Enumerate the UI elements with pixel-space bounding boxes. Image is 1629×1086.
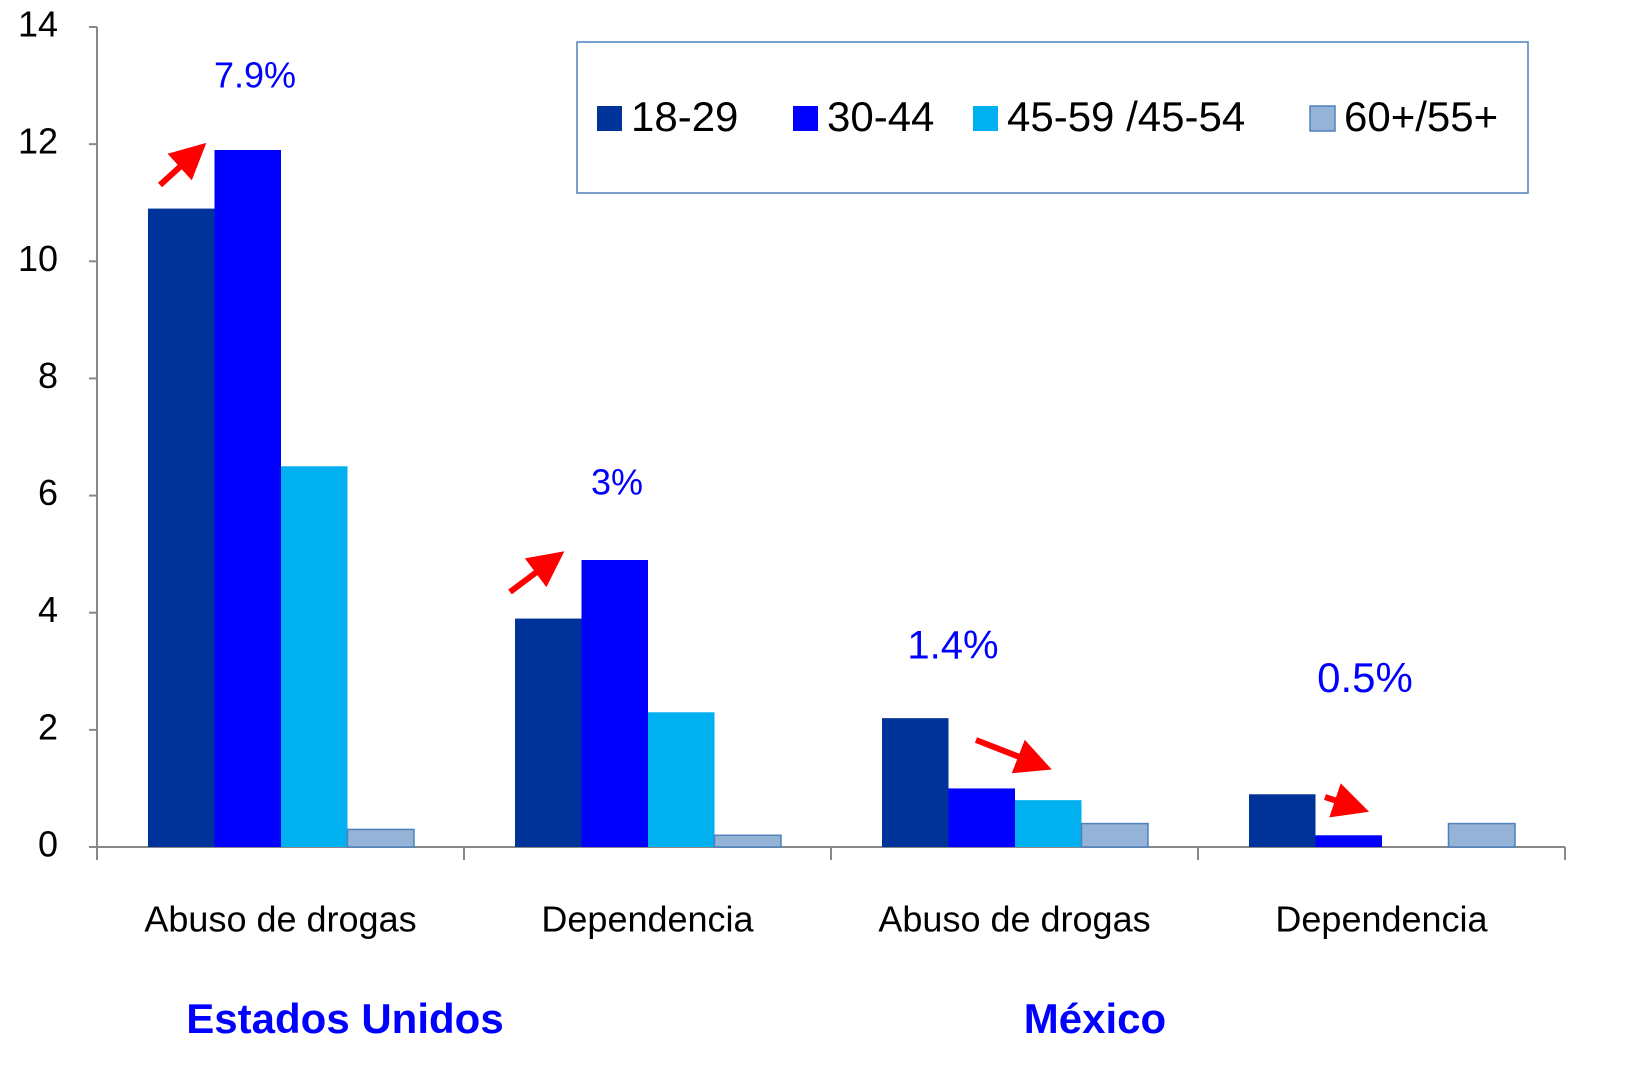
x-tick-label: Dependencia [1275, 899, 1488, 940]
annotation: 7.9% [214, 55, 296, 96]
bar [581, 560, 648, 847]
legend-label: 30-44 [827, 93, 934, 140]
bar [148, 208, 215, 848]
bar [713, 834, 782, 848]
arrows [157, 142, 1370, 818]
group-label: Estados Unidos [186, 995, 503, 1042]
y-tick-label: 6 [38, 472, 58, 513]
bar [1315, 835, 1382, 847]
annotation: 0.5% [1317, 654, 1413, 701]
bar [1015, 800, 1082, 847]
x-axis-ticks [96, 847, 1566, 860]
bar [346, 828, 415, 848]
bar [648, 712, 715, 847]
x-tick-label: Abuso de drogas [144, 899, 416, 940]
legend-label: 60+/55+ [1344, 93, 1498, 140]
legend-swatch [597, 106, 622, 131]
x-tick-label: Dependencia [541, 899, 754, 940]
legend-label: 18-29 [631, 93, 738, 140]
x-tick-label: Abuso de drogas [878, 899, 1150, 940]
y-tick-label: 2 [38, 706, 58, 747]
legend-swatch [973, 106, 998, 131]
bar [1080, 822, 1149, 848]
y-tick-label: 8 [38, 355, 58, 396]
bar [214, 150, 281, 847]
legend-box [576, 41, 1529, 194]
legend-label: 45-59 /45-54 [1007, 93, 1245, 140]
bar [515, 618, 582, 847]
legend-swatch [793, 106, 818, 131]
bar [1447, 822, 1516, 848]
bar [1249, 794, 1316, 847]
annotation: 1.4% [907, 624, 998, 668]
group-label: México [1024, 995, 1166, 1042]
y-tick-label: 14 [18, 4, 58, 45]
y-tick-label: 10 [18, 238, 58, 279]
legend-swatch [1309, 105, 1336, 132]
y-tick-label: 12 [18, 121, 58, 162]
bar [281, 466, 348, 847]
y-tick-label: 0 [38, 824, 58, 865]
bar [882, 718, 949, 847]
annotation: 3% [591, 462, 643, 503]
bar [948, 788, 1015, 847]
y-tick-label: 4 [38, 589, 58, 630]
